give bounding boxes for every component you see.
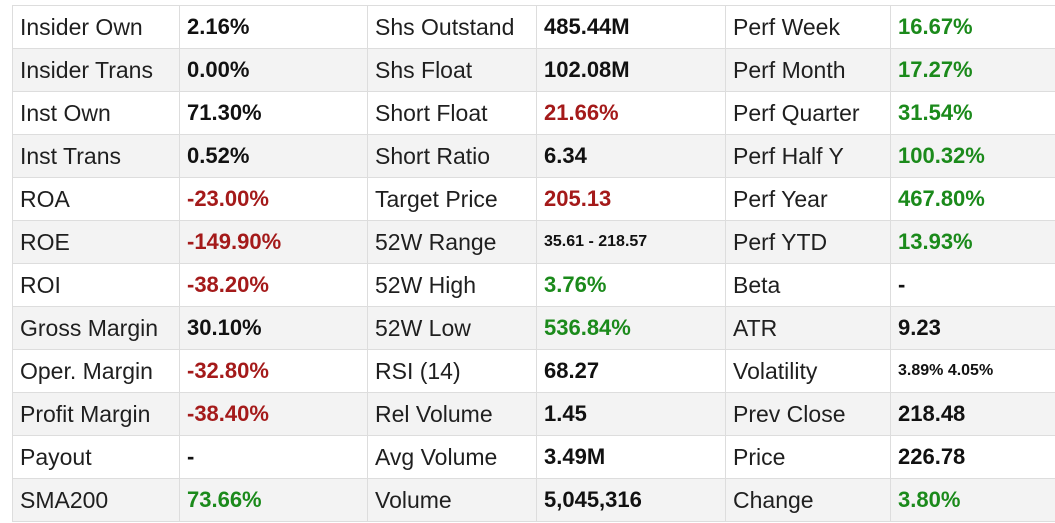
stat-value: 536.84% (536, 306, 726, 350)
table-row: Inst Own 71.30% Short Float 21.66% Perf Quar… (12, 91, 1055, 135)
stat-value: 30.10% (179, 306, 368, 350)
stat-label: Inst Own (12, 91, 180, 135)
stat-label: SMA200 (12, 478, 180, 522)
stat-value: 226.78 (890, 435, 1055, 479)
stat-label: Perf YTD (725, 220, 891, 264)
stat-label: ATR (725, 306, 891, 350)
stat-label: Oper. Margin (12, 349, 180, 393)
stats-table-body: Insider Own 2.16% Shs Outstand 485.44M Perf … (12, 5, 1055, 522)
stat-value: 5,045,316 (536, 478, 726, 522)
table-row: Insider Trans 0.00% Shs Float 102.08M Perf M… (12, 48, 1055, 92)
stat-value: - (179, 435, 368, 479)
stat-label: ROI (12, 263, 180, 307)
stat-value: 3.89% 4.05% (890, 349, 1055, 393)
stat-label: Target Price (367, 177, 537, 221)
stat-value: 3.49M (536, 435, 726, 479)
stat-value: -23.00% (179, 177, 368, 221)
stat-label: RSI (14) (367, 349, 537, 393)
table-row: ROI -38.20% 52W High 3.76% Beta - (12, 263, 1055, 307)
stat-label: Short Ratio (367, 134, 537, 178)
stat-label: 52W High (367, 263, 537, 307)
stat-value: 9.23 (890, 306, 1055, 350)
stat-label: 52W Range (367, 220, 537, 264)
stat-label: Insider Trans (12, 48, 180, 92)
stat-label: Volume (367, 478, 537, 522)
stat-value: 17.27% (890, 48, 1055, 92)
stat-value: 1.45 (536, 392, 726, 436)
stat-value: 31.54% (890, 91, 1055, 135)
stat-value: 3.76% (536, 263, 726, 307)
stat-value: -38.40% (179, 392, 368, 436)
stat-value: 467.80% (890, 177, 1055, 221)
stat-value: 102.08M (536, 48, 726, 92)
stat-label: Profit Margin (12, 392, 180, 436)
stat-label: Rel Volume (367, 392, 537, 436)
table-row: ROA -23.00% Target Price 205.13 Perf Year 467… (12, 177, 1055, 221)
stat-label: Perf Week (725, 5, 891, 49)
stat-value: 16.67% (890, 5, 1055, 49)
stat-label: Insider Own (12, 5, 180, 49)
stat-label: Perf Month (725, 48, 891, 92)
stat-value: 73.66% (179, 478, 368, 522)
stat-value: 13.93% (890, 220, 1055, 264)
table-row: Oper. Margin -32.80% RSI (14) 68.27 Volatili… (12, 349, 1055, 393)
stat-label: 52W Low (367, 306, 537, 350)
table-row: Profit Margin -38.40% Rel Volume 1.45 Prev C… (12, 392, 1055, 436)
stat-value: 0.00% (179, 48, 368, 92)
stat-value: 6.34 (536, 134, 726, 178)
stat-value: -32.80% (179, 349, 368, 393)
stat-label: Inst Trans (12, 134, 180, 178)
stat-label: Perf Year (725, 177, 891, 221)
table-row: Inst Trans 0.52% Short Ratio 6.34 Perf Half … (12, 134, 1055, 178)
stat-value: 21.66% (536, 91, 726, 135)
stat-value: 100.32% (890, 134, 1055, 178)
stat-value: 0.52% (179, 134, 368, 178)
stat-value: 71.30% (179, 91, 368, 135)
stat-label: Gross Margin (12, 306, 180, 350)
stat-label: Short Float (367, 91, 537, 135)
stat-label: Shs Outstand (367, 5, 537, 49)
stat-label: Beta (725, 263, 891, 307)
stat-value: -149.90% (179, 220, 368, 264)
stat-label: Price (725, 435, 891, 479)
stat-value: 205.13 (536, 177, 726, 221)
stat-value: 68.27 (536, 349, 726, 393)
stat-label: ROE (12, 220, 180, 264)
table-row: ROE -149.90% 52W Range 35.61 - 218.57 Perf Y… (12, 220, 1055, 264)
stat-label: Prev Close (725, 392, 891, 436)
stat-label: Perf Quarter (725, 91, 891, 135)
stat-label: Volatility (725, 349, 891, 393)
stat-label: ROA (12, 177, 180, 221)
stat-label: Shs Float (367, 48, 537, 92)
stat-label: Change (725, 478, 891, 522)
stat-label: Perf Half Y (725, 134, 891, 178)
stat-label: Payout (12, 435, 180, 479)
stat-value: 218.48 (890, 392, 1055, 436)
stock-stats-table: Insider Own 2.16% Shs Outstand 485.44M Perf … (12, 5, 1055, 522)
stat-value: 35.61 - 218.57 (536, 220, 726, 264)
stat-value: - (890, 263, 1055, 307)
stat-value: 2.16% (179, 5, 368, 49)
table-row: SMA200 73.66% Volume 5,045,316 Change 3.80% (12, 478, 1055, 522)
stat-value: -38.20% (179, 263, 368, 307)
stat-value: 3.80% (890, 478, 1055, 522)
stat-label: Avg Volume (367, 435, 537, 479)
table-row: Insider Own 2.16% Shs Outstand 485.44M Perf … (12, 5, 1055, 49)
stat-value: 485.44M (536, 5, 726, 49)
table-row: Payout - Avg Volume 3.49M Price 226.78 (12, 435, 1055, 479)
table-row: Gross Margin 30.10% 52W Low 536.84% ATR 9.23 (12, 306, 1055, 350)
